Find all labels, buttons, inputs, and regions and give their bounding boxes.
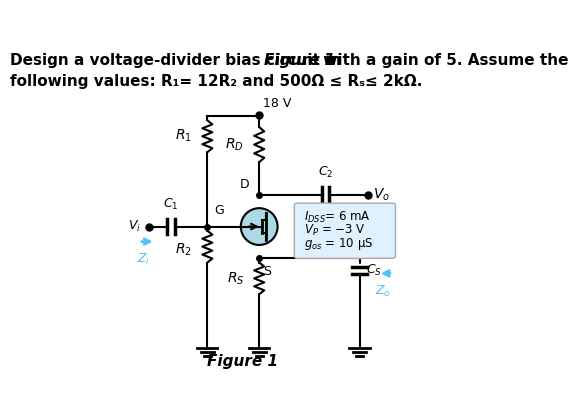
Text: $Z_o$: $Z_o$	[375, 283, 391, 298]
Text: $R_D$: $R_D$	[226, 136, 244, 153]
Text: Design a voltage-divider bias circuit in: Design a voltage-divider bias circuit in	[10, 53, 346, 68]
Text: with a gain of 5. Assume the: with a gain of 5. Assume the	[318, 53, 568, 68]
Text: following values: R₁= 12R₂ and 500Ω ≤ Rₛ≤ 2kΩ.: following values: R₁= 12R₂ and 500Ω ≤ Rₛ…	[10, 74, 422, 89]
FancyBboxPatch shape	[294, 203, 396, 258]
Text: Figure 1: Figure 1	[264, 53, 335, 68]
Text: D: D	[240, 178, 249, 191]
Circle shape	[241, 208, 278, 245]
Text: $g_{os}$ = 10 μS: $g_{os}$ = 10 μS	[303, 236, 373, 252]
Text: Figure 1: Figure 1	[207, 354, 278, 369]
Text: $R_2$: $R_2$	[175, 242, 193, 258]
Text: 18 V: 18 V	[263, 97, 292, 110]
Text: $C_S$: $C_S$	[366, 263, 382, 278]
Text: G: G	[214, 204, 224, 217]
Text: $V_o$: $V_o$	[373, 186, 390, 203]
Text: $Z_i$: $Z_i$	[137, 252, 150, 267]
Text: $I_{DSS}$= 6 mA: $I_{DSS}$= 6 mA	[303, 210, 370, 225]
Text: $R_S$: $R_S$	[227, 270, 244, 287]
Text: $C_2$: $C_2$	[318, 165, 333, 180]
Text: S: S	[263, 265, 271, 278]
Text: $C_1$: $C_1$	[163, 196, 178, 212]
Text: $V_P$ = −3 V: $V_P$ = −3 V	[303, 223, 365, 238]
Text: $R_1$: $R_1$	[175, 128, 193, 145]
Text: $V_i$: $V_i$	[128, 219, 140, 234]
